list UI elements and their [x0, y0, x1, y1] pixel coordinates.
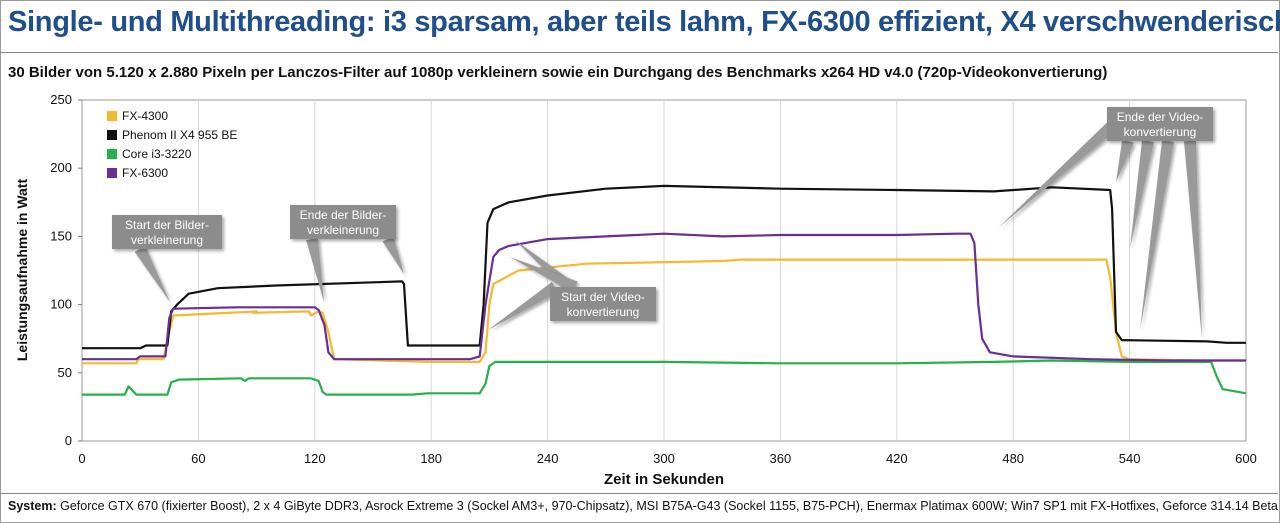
y-tick-label: 50: [58, 365, 72, 380]
x-tick-label: 180: [420, 451, 442, 466]
annotation-box: [1107, 107, 1213, 141]
grid: [197, 100, 1131, 441]
annotation-text: verkleinerung: [307, 223, 379, 237]
x-tick-label: 600: [1235, 451, 1257, 466]
annotation-callout: Start der Bilder-verkleinerung: [112, 215, 222, 302]
annotation-box: [550, 287, 656, 321]
annotation-text: konvertierung: [567, 305, 640, 319]
y-tick-label: 0: [65, 433, 72, 448]
y-tick-label: 200: [50, 160, 72, 175]
chart-subtitle: 30 Bilder von 5.120 x 2.880 Pixeln per L…: [8, 64, 1108, 81]
system-footer: System: Geforce GTX 670 (fixierter Boost…: [8, 499, 1280, 513]
footer-text: Geforce GTX 670 (fixierter Boost), 2 x 4…: [60, 499, 1280, 513]
y-tick-label: 100: [50, 297, 72, 312]
x-tick-label: 480: [1002, 451, 1024, 466]
chart-title: Single- und Multithreading: i3 sparsam, …: [8, 6, 1280, 38]
footer-label: System:: [8, 499, 57, 513]
title-divider: [0, 52, 1278, 53]
power-chart: 0 60 120 180 240 300 360 420 480 540 600 0 50 100 150 2…: [14, 92, 1257, 488]
legend-label: Core i3-3220: [122, 147, 192, 161]
legend-swatch: [107, 130, 117, 140]
annotation-box: [290, 205, 396, 239]
x-tick-label: 0: [78, 451, 85, 466]
x-tick-label: 240: [537, 451, 559, 466]
annotation-text: verkleinerung: [131, 233, 203, 247]
annotation-arrow: [134, 246, 170, 302]
annotation-arrow: [1140, 140, 1174, 330]
y-tick-label: 250: [50, 92, 72, 107]
annotation-arrow: [382, 236, 404, 274]
legend-swatch: [107, 111, 117, 121]
annotation-callout: Ende der Bilder-verkleinerung: [290, 205, 404, 302]
axis-ticks: 0 60 120 180 240 300 360 420 480 540 600 0 50 100 150 2…: [50, 92, 1257, 466]
annotation-box: [112, 215, 222, 249]
annotation-text: Start der Video-: [561, 290, 645, 304]
x-tick-label: 300: [653, 451, 675, 466]
x-tick-label: 420: [886, 451, 908, 466]
annotation-text: konvertierung: [1124, 125, 1197, 139]
series-lines: [82, 184, 1247, 396]
annotation-arrow: [1116, 139, 1134, 182]
annotation-arrow: [510, 257, 578, 293]
annotation-text: Ende der Bilder-: [300, 208, 387, 222]
x-tick-label: 60: [191, 451, 205, 466]
legend-swatch: [107, 149, 117, 159]
legend-label: Phenom II X4 955 BE: [122, 128, 237, 142]
annotation-callout: Start der Video-konvertierung: [488, 240, 656, 330]
annotation-arrow: [998, 120, 1118, 228]
series-line-3: [82, 232, 1246, 362]
annotation-text: Ende der Video-: [1117, 110, 1204, 124]
annotation-arrow: [1184, 140, 1202, 340]
legend-label: FX-6300: [122, 166, 168, 180]
legend: FX-4300 Phenom II X4 955 BE Core i3-3220 FX…: [107, 109, 237, 180]
series-line-0: [82, 258, 1246, 365]
annotation-arrow: [1130, 140, 1154, 248]
annotation-arrow: [306, 237, 324, 302]
annotation-callout: Ende der Video-konvertierung: [998, 107, 1213, 340]
series-line-2: [82, 359, 1247, 396]
x-tick-label: 120: [304, 451, 326, 466]
footer-divider: [0, 493, 1278, 494]
series-line-1: [82, 184, 1246, 350]
y-tick-label: 150: [50, 228, 72, 243]
x-axis-label: Zeit in Sekunden: [604, 471, 724, 488]
legend-label: FX-4300: [122, 109, 168, 123]
annotation-arrow: [488, 281, 559, 330]
legend-swatch: [107, 168, 117, 178]
x-tick-label: 540: [1119, 451, 1141, 466]
y-axis-label: Leistungsaufnahme in Watt: [14, 179, 30, 362]
x-tick-label: 360: [770, 451, 792, 466]
annotation-text: Start der Bilder-: [125, 218, 209, 232]
